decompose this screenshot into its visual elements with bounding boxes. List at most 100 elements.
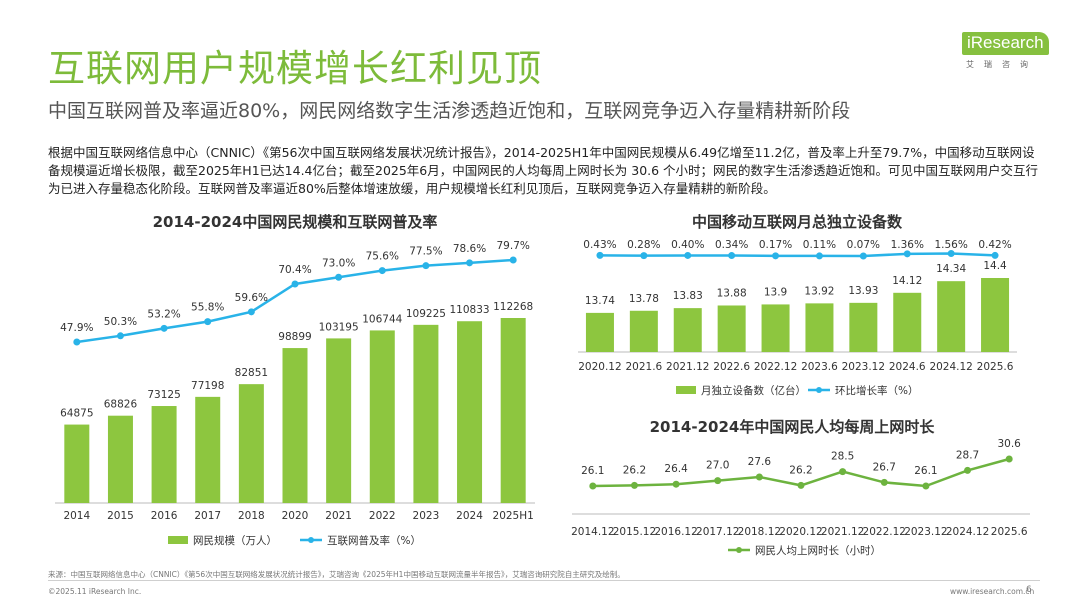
chart-title: 2014-2024年中国网民人均每周上网时长 [650,418,936,436]
chart-weekly-hours: 2014-2024年中国网民人均每周上网时长 2014.122015.122016… [571,418,1030,557]
x-tick-label: 2020 [282,510,309,522]
line-value-label: 1.56% [934,239,967,251]
x-tick-label: 2025.6 [977,361,1014,373]
bar [326,338,352,503]
bar [195,396,221,503]
bar [629,310,658,352]
x-tick-label: 2014.12 [571,526,614,538]
page-number: 6 [1026,585,1032,595]
chart-netizen-scale: 2014-2024中国网民规模和互联网普及率 64875 2014 68826 2015… [55,213,535,547]
line-point [630,481,638,489]
legend-swatch-line-dot [816,387,822,393]
line-value-label: 73.0% [322,257,355,269]
line-point [204,318,212,326]
line-point [422,262,430,270]
bar [457,321,483,503]
line-point [589,482,597,490]
x-tick-label: 2025H1 [493,510,534,522]
line-value-label: 0.11% [803,239,836,251]
x-tick-label: 2021.12 [821,526,864,538]
x-tick-label: 2015 [107,510,134,522]
line-point [466,259,474,267]
bar-value-label: 110833 [449,304,489,316]
line-value-label: 27.6 [748,456,772,468]
x-tick-label: 2021 [325,510,352,522]
bar-value-label: 13.83 [673,290,703,302]
bar [981,278,1010,352]
bar [369,330,395,503]
bar [413,324,439,503]
bar [673,308,702,352]
bar [585,312,614,352]
line-point [728,252,736,260]
x-tick-label: 2021.12 [666,361,709,373]
line-point [291,280,299,288]
x-tick-label: 2023 [413,510,440,522]
page-subtitle: 中国互联网普及率逼近80%，网民网络数字生活渗透趋近饱和，互联网竞争迈入存量精耕… [48,100,851,122]
line-point [772,252,780,260]
x-tick-label: 2016 [151,510,178,522]
legend-swatch-bars [168,536,188,544]
x-tick-label: 2024.6 [889,361,926,373]
line-point [378,267,386,275]
x-tick-label: 2024 [456,510,483,522]
x-tick-label: 2016.12 [654,526,697,538]
summary-paragraph: 根据中国互联网络信息中心（CNNIC）《第56次中国互联网络发展状况统计报告》，… [48,145,1039,196]
line-point [839,468,847,476]
bar [107,415,133,503]
x-tick-label: 2014 [63,510,90,522]
bar [238,384,264,503]
line-value-label: 27.0 [706,460,729,472]
line-point [1005,455,1013,463]
chart-mobile-devices: 中国移动互联网月总独立设备数 13.74 2020.12 13.78 2021.6 13.… [578,213,1017,397]
bar-value-label: 13.74 [585,295,615,307]
legend-label-bars: 月独立设备数（亿台） [701,384,806,397]
line-point [335,273,343,281]
bar [282,348,308,503]
legend-swatch-line-dot [308,537,314,543]
line-point [797,481,805,489]
line-point [922,482,930,490]
line-value-label: 0.07% [847,239,880,251]
line-value-label: 26.2 [789,464,812,476]
line-point [714,477,722,485]
line-value-label: 0.17% [759,239,792,251]
source-note: 来源：中国互联网络信息中心（CNNIC）《第56次中国互联网络发展状况统计报告》… [48,570,625,579]
line-point [672,480,680,488]
bar [761,304,790,352]
line-value-label: 28.7 [956,449,979,461]
bar [500,318,526,503]
x-tick-label: 2020.12 [779,526,822,538]
line-value-label: 0.34% [715,239,748,251]
x-tick-label: 2022.12 [754,361,797,373]
x-tick-label: 2024.12 [946,526,989,538]
line-point [509,256,517,264]
line-value-label: 28.5 [831,451,854,463]
line-value-label: 26.2 [623,464,646,476]
bar-value-label: 13.93 [848,285,878,297]
bar [64,424,90,503]
line-value-label: 1.36% [891,239,924,251]
bar [151,406,177,503]
line-point [947,250,955,257]
line-value-label: 47.9% [60,322,93,334]
legend-label-line: 网民人均上网时长（小时） [755,545,881,557]
line-value-label: 26.1 [914,465,937,477]
bar-value-label: 14.4 [983,260,1007,272]
line-point [116,332,124,340]
line-value-label: 55.8% [191,302,224,314]
line-value-label: 77.5% [409,246,442,258]
copyright: ©2025.11 iResearch Inc. [48,587,142,596]
x-tick-label: 2024.12 [929,361,972,373]
x-tick-label: 2022 [369,510,396,522]
x-tick-label: 2023.12 [904,526,947,538]
bar-value-label: 13.9 [764,286,787,298]
line-point [880,478,888,486]
legend-label-line: 互联网普及率（%） [327,534,421,547]
bar-value-label: 77198 [191,380,224,392]
line-point [859,252,867,260]
website-link[interactable]: www.iresearch.com.cn [950,587,1035,596]
line-value-label: 75.6% [366,251,399,263]
logo-subtitle: 艾瑞咨询 [966,60,1038,69]
